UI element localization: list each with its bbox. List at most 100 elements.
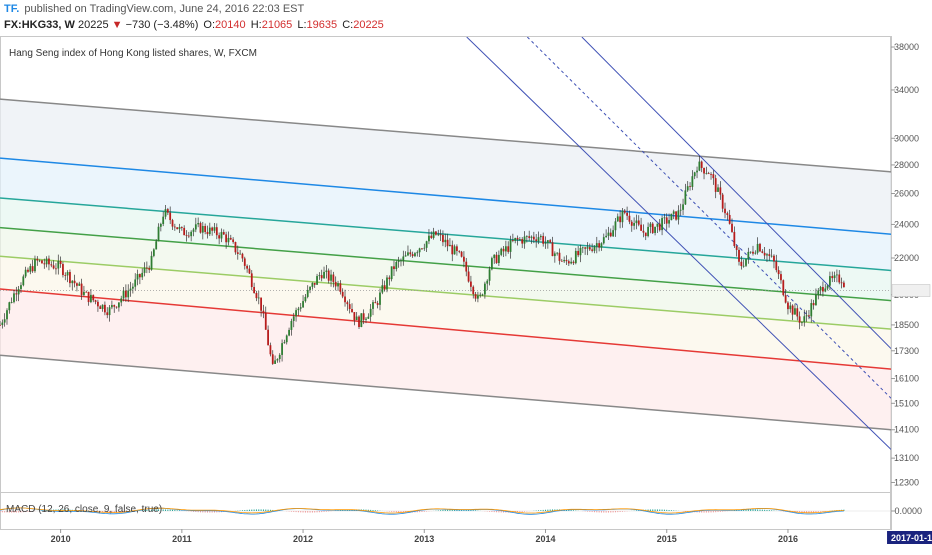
candle [145,261,148,274]
candle [211,226,214,236]
candle [85,290,88,293]
candle [215,223,218,240]
candle [549,238,552,244]
open-value: 20140 [215,19,246,31]
fib-level-5-line[interactable] [0,288,891,370]
candle [148,265,151,273]
candle [584,246,587,255]
candle [840,277,843,289]
candle [490,256,493,271]
candle [542,232,545,247]
candle [10,297,13,304]
candle [306,285,309,299]
candle [810,299,813,323]
candle [45,256,48,268]
candle [297,306,300,316]
candle [173,223,176,231]
candle [3,313,6,327]
candle [27,267,29,273]
candle [532,231,535,244]
candle [826,284,829,291]
candle [136,269,139,286]
symbol-label[interactable]: FX:HKG33, W [4,19,75,31]
candle [20,282,22,293]
x-tick-label: 2015 [657,534,677,544]
low-value: 19635 [306,19,338,31]
candle [374,297,377,304]
candle [754,250,757,255]
y-tick-label: 18500 [894,320,919,330]
candle [472,285,475,299]
y-tick-label: 15100 [894,398,919,408]
candle [178,223,181,233]
candle [649,222,652,234]
candle [497,250,500,267]
candle [668,213,670,228]
candle [763,246,766,260]
candle [372,300,374,316]
candle [679,203,682,216]
candle [229,234,232,241]
candle [789,302,792,313]
candle [782,279,785,297]
candle [733,226,736,248]
candle [194,217,197,233]
chart-title: Hang Seng index of Hong Kong listed shar… [9,48,257,59]
chart-area[interactable]: Hang Seng index of Hong Kong listed shar… [0,36,932,550]
macd-signal-line [0,507,844,514]
price-chart[interactable]: Hang Seng index of Hong Kong listed shar… [0,36,932,550]
publish-text: published on TradingView.com, June 24, 2… [24,3,305,15]
candle [581,246,584,253]
candle [712,170,715,185]
candle [742,259,745,268]
candle [516,235,519,246]
candle [609,228,612,238]
candle [320,269,323,282]
candle [13,289,15,304]
candle [474,291,477,302]
upper-channel-line[interactable] [0,98,891,173]
down-channel-upper-line[interactable] [581,37,891,349]
tradingview-logo[interactable]: TF. [4,3,20,15]
candle [313,282,316,288]
candle [304,294,307,303]
candle [514,237,517,244]
candle [759,242,761,253]
candle [66,270,69,283]
candle [808,309,810,320]
candle [183,225,186,236]
candle [388,275,391,286]
fib-level-1-line[interactable] [0,157,891,235]
candle [346,300,349,311]
candle [495,251,498,264]
candle [829,271,831,290]
candle [225,231,228,249]
candle [586,242,589,256]
candle [761,249,764,254]
lower-channel-line[interactable] [0,354,891,431]
candle [381,279,384,295]
down-channel-mid-line[interactable] [526,37,891,399]
candle [332,271,335,288]
down-channel-lower-line[interactable] [466,37,891,450]
candle [700,160,703,173]
macd-y-label: 0.0000 [894,506,922,516]
candle [344,289,346,307]
date-marker-label[interactable]: 2017-01-16 [887,531,932,544]
candle [34,255,36,273]
candle [236,245,239,260]
candle [796,305,799,321]
x-tick-label: 2011 [172,534,192,544]
candle [285,334,288,345]
candle [535,234,538,248]
candle [663,213,666,224]
candle [169,206,172,225]
last-price: 20225 [77,19,109,31]
current-price-marker [891,284,931,297]
candle [707,171,710,175]
candle [232,237,235,244]
candle [353,311,356,326]
candle [222,229,225,236]
candle [129,281,132,297]
fib-level-3-line[interactable] [0,226,891,302]
